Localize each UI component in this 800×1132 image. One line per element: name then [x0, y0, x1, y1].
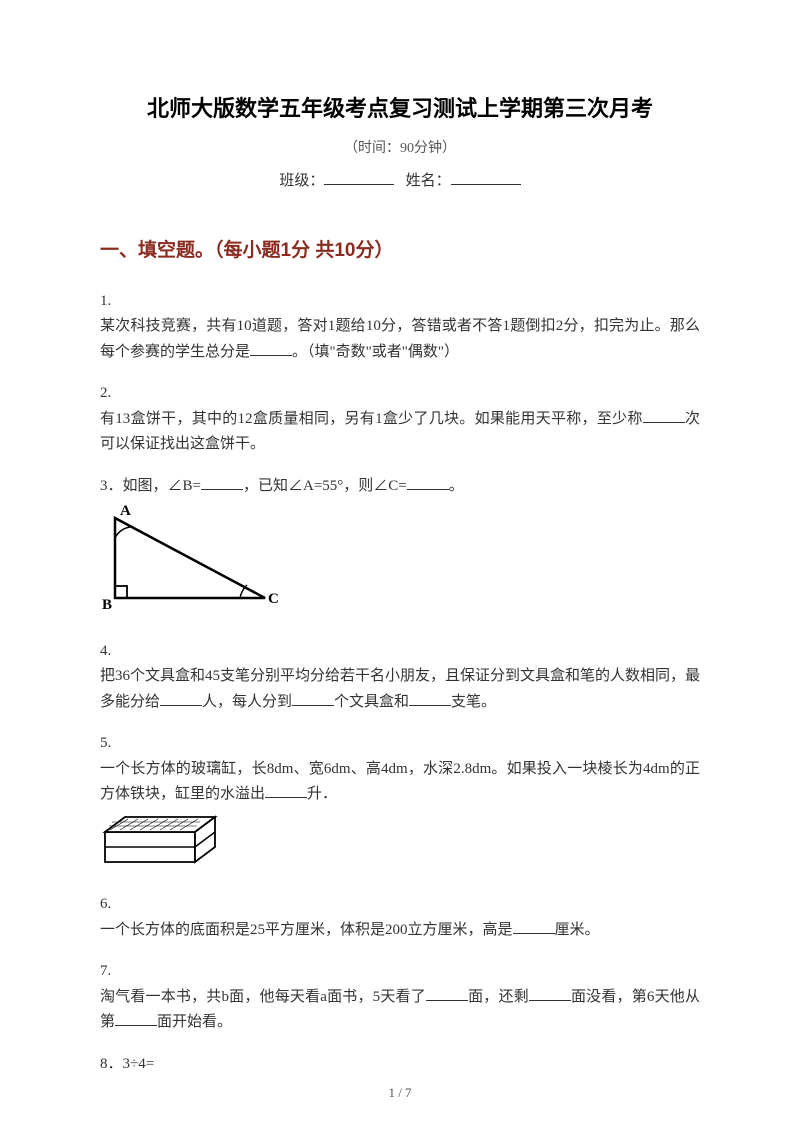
question-text: 有13盒饼干，其中的12盒质量相同，另有1盒少了几块。如果能用天平称，至少称次可…: [100, 407, 700, 458]
answer-blank: [250, 341, 292, 356]
answer-blank: [265, 783, 307, 798]
question-text: 3．如图，∠B= ，已知∠A=55°，则∠C= 。: [100, 474, 700, 500]
question-text: 把36个文具盒和45支笔分别平均分给若干名小朋友，且保证分到文具盒和笔的人数相同…: [100, 664, 700, 715]
answer-blank: [201, 475, 243, 490]
svg-text:C: C: [268, 591, 279, 607]
question-number: 6.: [100, 892, 700, 918]
class-label: 班级：: [279, 173, 324, 189]
q2-text-a: 有13盒饼干，其中的12盒质量相同，另有1盒少了几块。如果能用天平称，至少称: [100, 411, 643, 427]
question-number: 2.: [100, 381, 700, 407]
question-7: 7. 淘气看一本书，共b面，他每天看a面书，5天看了面，还剩面没看，第6天他从第…: [100, 959, 700, 1036]
class-blank: [324, 170, 394, 185]
question-6: 6. 一个长方体的底面积是25平方厘米，体积是200立方厘米，高是 厘米。: [100, 892, 700, 943]
q3-text-a: 如图，∠B=: [123, 478, 201, 494]
answer-blank: [643, 408, 685, 423]
q7-text-d: 面开始看。: [157, 1014, 232, 1030]
q4-text-b: 人，每人分到: [202, 694, 292, 710]
question-number: 4.: [100, 639, 700, 665]
answer-blank: [115, 1011, 157, 1026]
q7-text-b: 面，还剩: [468, 989, 529, 1005]
q8-text-a: 3÷4=: [123, 1056, 155, 1072]
q4-text-d: 支笔。: [451, 694, 496, 710]
q3-text-c: 。: [449, 478, 464, 494]
answer-blank: [409, 691, 451, 706]
answer-blank: [160, 691, 202, 706]
question-4: 4. 把36个文具盒和45支笔分别平均分给若干名小朋友，且保证分到文具盒和笔的人…: [100, 639, 700, 716]
triangle-figure: A B C: [100, 503, 700, 623]
question-3: 3．如图，∠B= ，已知∠A=55°，则∠C= 。 A B C: [100, 474, 700, 623]
question-8: 8．3÷4=: [100, 1052, 700, 1078]
q1-text-b: 。（填"奇数"或者"偶数"）: [292, 344, 459, 360]
name-blank: [451, 170, 521, 185]
question-2: 2. 有13盒饼干，其中的12盒质量相同，另有1盒少了几块。如果能用天平称，至少…: [100, 381, 700, 458]
student-info-line: 班级： 姓名：: [100, 169, 700, 195]
q4-text-c: 个文具盒和: [334, 694, 409, 710]
answer-blank: [407, 475, 449, 490]
cuboid-figure: [100, 812, 700, 877]
question-number: 7.: [100, 959, 700, 985]
question-text: 淘气看一本书，共b面，他每天看a面书，5天看了面，还剩面没看，第6天他从第面开始…: [100, 985, 700, 1036]
question-5: 5. 一个长方体的玻璃缸，长8dm、宽6dm、高4dm，水深2.8dm。如果投入…: [100, 731, 700, 876]
svg-text:A: A: [120, 503, 131, 519]
section-heading: 一、填空题。（每小题1分 共10分）: [100, 235, 700, 267]
page-footer: 1 / 7: [0, 1082, 800, 1104]
question-number: 1.: [100, 289, 700, 315]
answer-blank: [529, 986, 571, 1001]
time-label: （时间：90分钟）: [100, 137, 700, 161]
q6-text-a: 一个长方体的底面积是25平方厘米，体积是200立方厘米，高是: [100, 922, 513, 938]
q7-text-a: 淘气看一本书，共b面，他每天看a面书，5天看了: [100, 989, 426, 1005]
q5-text-a: 一个长方体的玻璃缸，长8dm、宽6dm、高4dm，水深2.8dm。如果投入一块棱…: [100, 761, 700, 803]
q6-text-b: 厘米。: [555, 922, 600, 938]
question-text: 一个长方体的玻璃缸，长8dm、宽6dm、高4dm，水深2.8dm。如果投入一块棱…: [100, 757, 700, 808]
q5-text-b: 升．: [307, 786, 337, 802]
question-1: 1. 某次科技竞赛，共有10道题，答对1题给10分，答错或者不答1题倒扣2分，扣…: [100, 289, 700, 366]
question-text: 某次科技竞赛，共有10道题，答对1题给10分，答错或者不答1题倒扣2分，扣完为止…: [100, 314, 700, 365]
question-number: 8．: [100, 1056, 123, 1072]
name-label: 姓名：: [406, 173, 451, 189]
svg-text:B: B: [102, 597, 112, 613]
question-text: 8．3÷4=: [100, 1052, 700, 1078]
page-title: 北师大版数学五年级考点复习测试上学期第三次月考: [100, 90, 700, 127]
answer-blank: [426, 986, 468, 1001]
question-text: 一个长方体的底面积是25平方厘米，体积是200立方厘米，高是 厘米。: [100, 918, 700, 944]
question-number: 3．: [100, 478, 123, 494]
q3-text-b: ，已知∠A=55°，则∠C=: [243, 478, 407, 494]
question-number: 5.: [100, 731, 700, 757]
answer-blank: [292, 691, 334, 706]
answer-blank: [513, 919, 555, 934]
